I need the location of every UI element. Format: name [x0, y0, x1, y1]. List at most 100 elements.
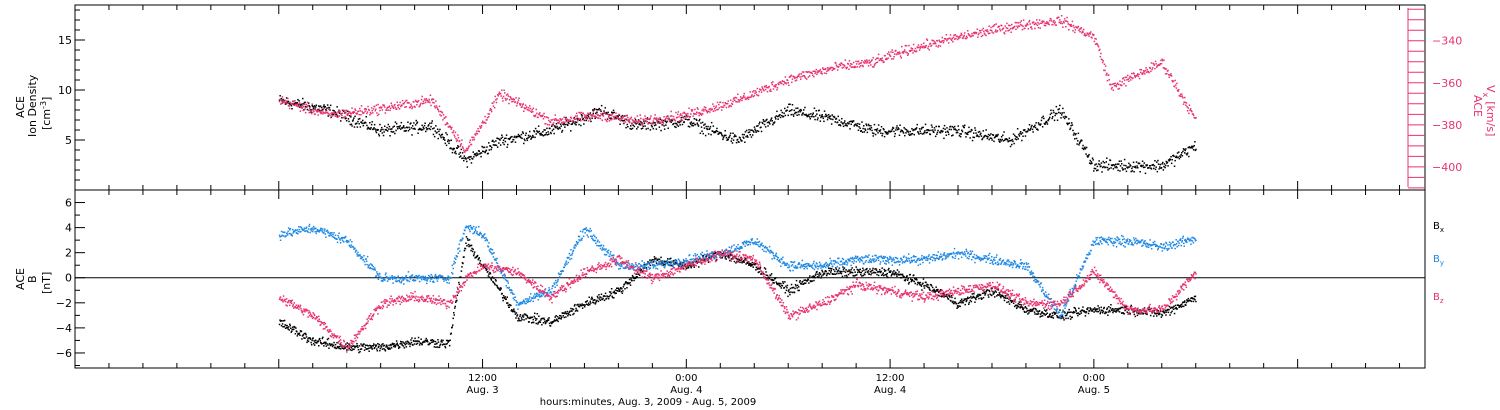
data-point — [1018, 301, 1020, 303]
data-point — [455, 301, 457, 303]
data-point — [489, 271, 491, 274]
data-point — [1081, 147, 1084, 150]
data-point — [315, 106, 317, 108]
data-point — [389, 109, 391, 112]
data-point — [958, 35, 961, 38]
data-point — [370, 345, 372, 347]
data-point — [630, 116, 633, 119]
data-point — [1107, 169, 1109, 171]
data-point — [1184, 96, 1186, 99]
data-point — [530, 322, 533, 324]
data-point — [724, 257, 726, 259]
data-point — [1028, 21, 1030, 23]
data-point — [1173, 155, 1175, 158]
data-point — [600, 113, 603, 116]
data-point — [621, 114, 624, 117]
data-point — [986, 289, 989, 291]
data-point — [1015, 136, 1017, 138]
data-point — [1168, 160, 1170, 162]
data-point — [956, 35, 958, 38]
data-point — [1063, 311, 1066, 313]
data-point — [1078, 144, 1080, 146]
data-point — [1181, 95, 1184, 97]
data-point — [401, 104, 403, 107]
data-point — [1175, 156, 1177, 159]
data-point — [807, 115, 810, 117]
data-point — [511, 140, 514, 143]
data-point — [951, 301, 954, 304]
data-point — [1087, 156, 1089, 158]
data-point — [951, 135, 953, 137]
data-point — [1179, 155, 1181, 157]
data-point — [953, 301, 956, 303]
data-point — [1016, 306, 1018, 308]
data-point — [354, 109, 357, 111]
data-point — [980, 297, 982, 299]
data-point — [318, 110, 320, 112]
data-point — [830, 123, 833, 125]
data-point — [1160, 63, 1163, 65]
data-point — [630, 128, 633, 130]
data-point — [734, 134, 736, 136]
data-point — [1154, 160, 1156, 162]
data-point — [1151, 68, 1153, 71]
data-point — [803, 109, 805, 111]
data-point — [864, 60, 867, 63]
data-point — [418, 344, 421, 346]
data-point — [803, 283, 805, 285]
data-point — [399, 101, 401, 104]
data-point — [965, 136, 967, 138]
data-point — [617, 290, 619, 292]
data-point — [291, 328, 293, 331]
data-point — [816, 71, 819, 74]
data-point — [492, 139, 494, 142]
data-point — [742, 261, 744, 263]
data-point — [371, 347, 373, 349]
data-point — [1107, 314, 1109, 316]
data-point — [420, 129, 423, 131]
data-point — [470, 244, 473, 247]
data-point — [516, 102, 518, 105]
data-point — [640, 123, 643, 125]
data-point — [560, 318, 562, 320]
data-point — [362, 345, 364, 347]
data-point — [1006, 139, 1009, 141]
data-point — [960, 32, 962, 35]
data-point — [1091, 310, 1094, 312]
data-point — [414, 106, 416, 108]
data-point — [1089, 33, 1091, 35]
data-point — [730, 253, 732, 256]
data-point — [936, 290, 938, 292]
data-point — [411, 125, 414, 127]
data-point — [1077, 140, 1079, 142]
data-point — [904, 128, 907, 130]
data-point — [814, 71, 817, 73]
data-point — [500, 95, 502, 97]
data-point — [377, 346, 380, 348]
data-point — [973, 32, 976, 35]
data-point — [453, 148, 455, 150]
data-point — [571, 310, 573, 312]
data-point — [442, 119, 444, 121]
data-point — [1061, 22, 1063, 25]
data-point — [970, 295, 972, 298]
data-point — [816, 73, 818, 76]
data-point — [536, 313, 538, 315]
data-point — [1097, 169, 1099, 171]
data-point — [476, 154, 479, 156]
data-point — [714, 251, 717, 254]
data-point — [830, 271, 832, 273]
data-point — [525, 107, 527, 109]
data-point — [731, 142, 734, 144]
data-point — [418, 340, 420, 343]
data-point — [925, 285, 928, 287]
data-point — [754, 90, 757, 92]
data-point — [1121, 167, 1123, 169]
data-point — [657, 258, 659, 260]
data-point — [904, 44, 907, 47]
data-point — [1176, 82, 1178, 85]
data-point — [971, 32, 973, 35]
data-point — [985, 290, 988, 292]
y-tick-label: 4 — [65, 222, 72, 235]
data-point — [426, 99, 429, 102]
